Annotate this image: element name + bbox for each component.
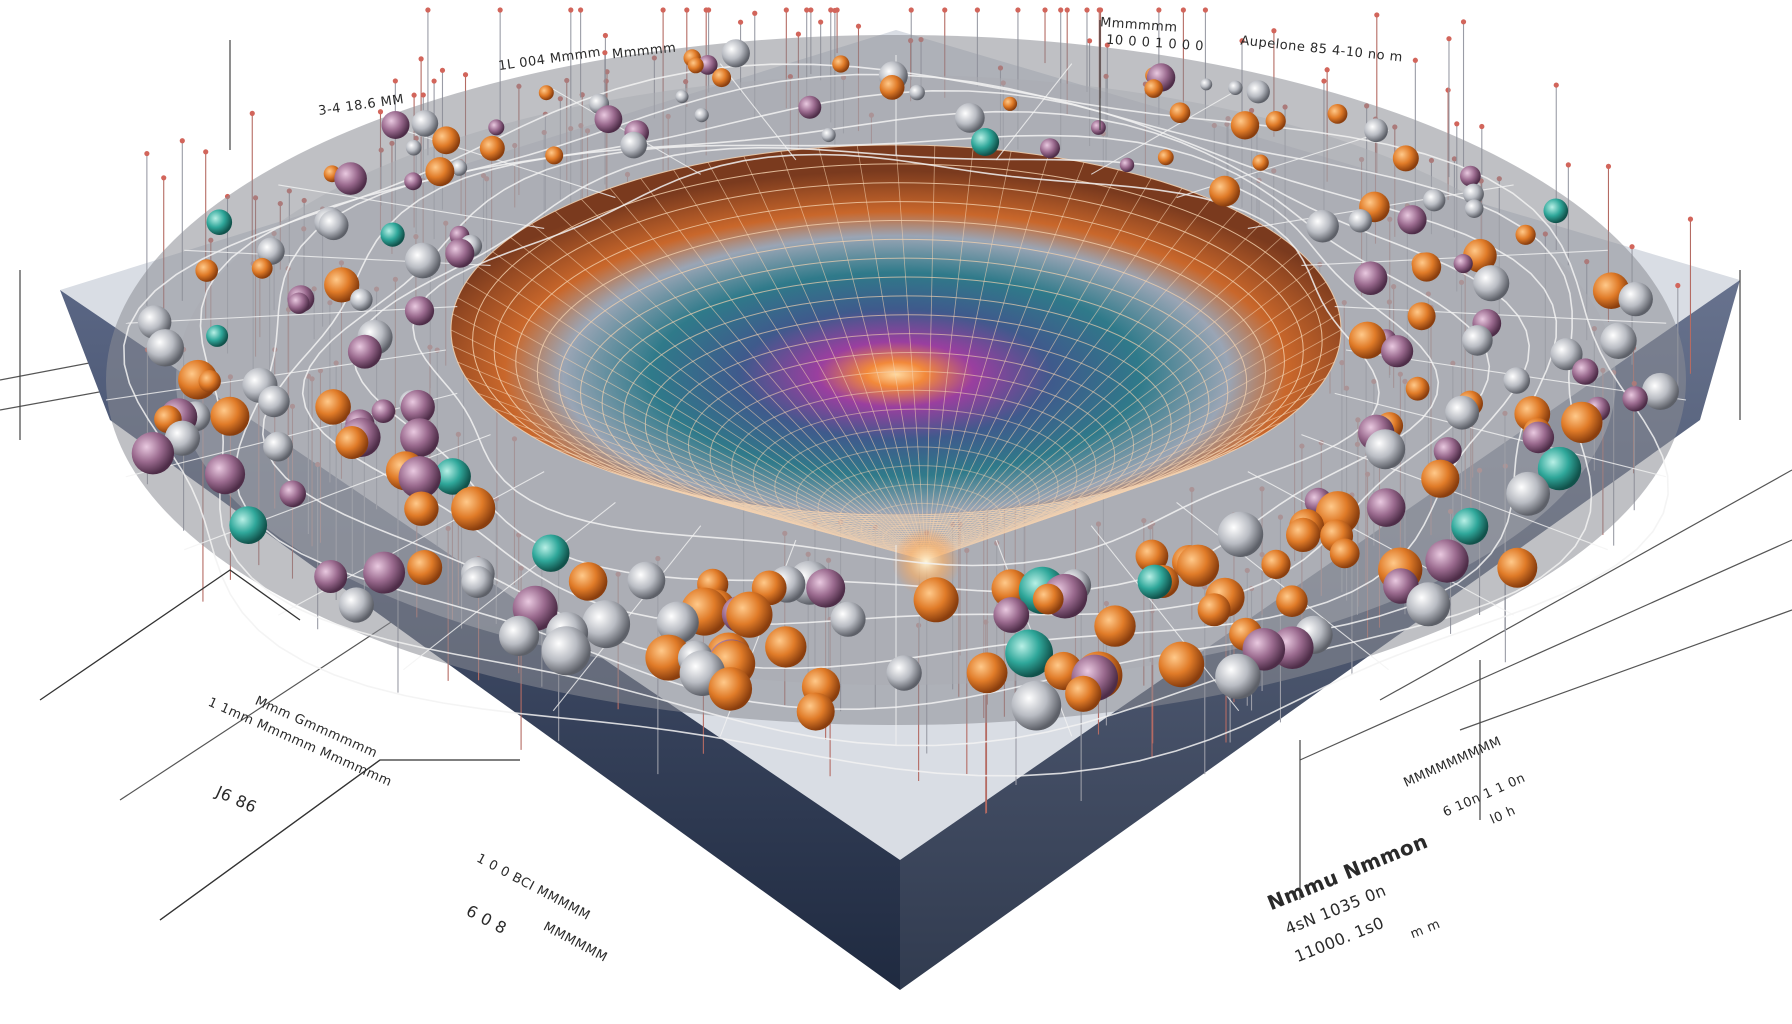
- spheres: [131, 39, 1679, 731]
- left-stair-lines: [39, 569, 520, 921]
- marker-lines: [19, 20, 1741, 900]
- central-funnel: [450, 144, 1342, 596]
